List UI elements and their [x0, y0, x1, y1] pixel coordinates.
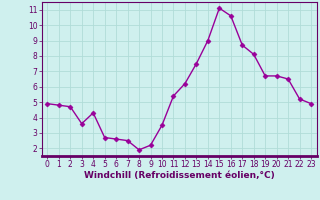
X-axis label: Windchill (Refroidissement éolien,°C): Windchill (Refroidissement éolien,°C) [84, 171, 275, 180]
